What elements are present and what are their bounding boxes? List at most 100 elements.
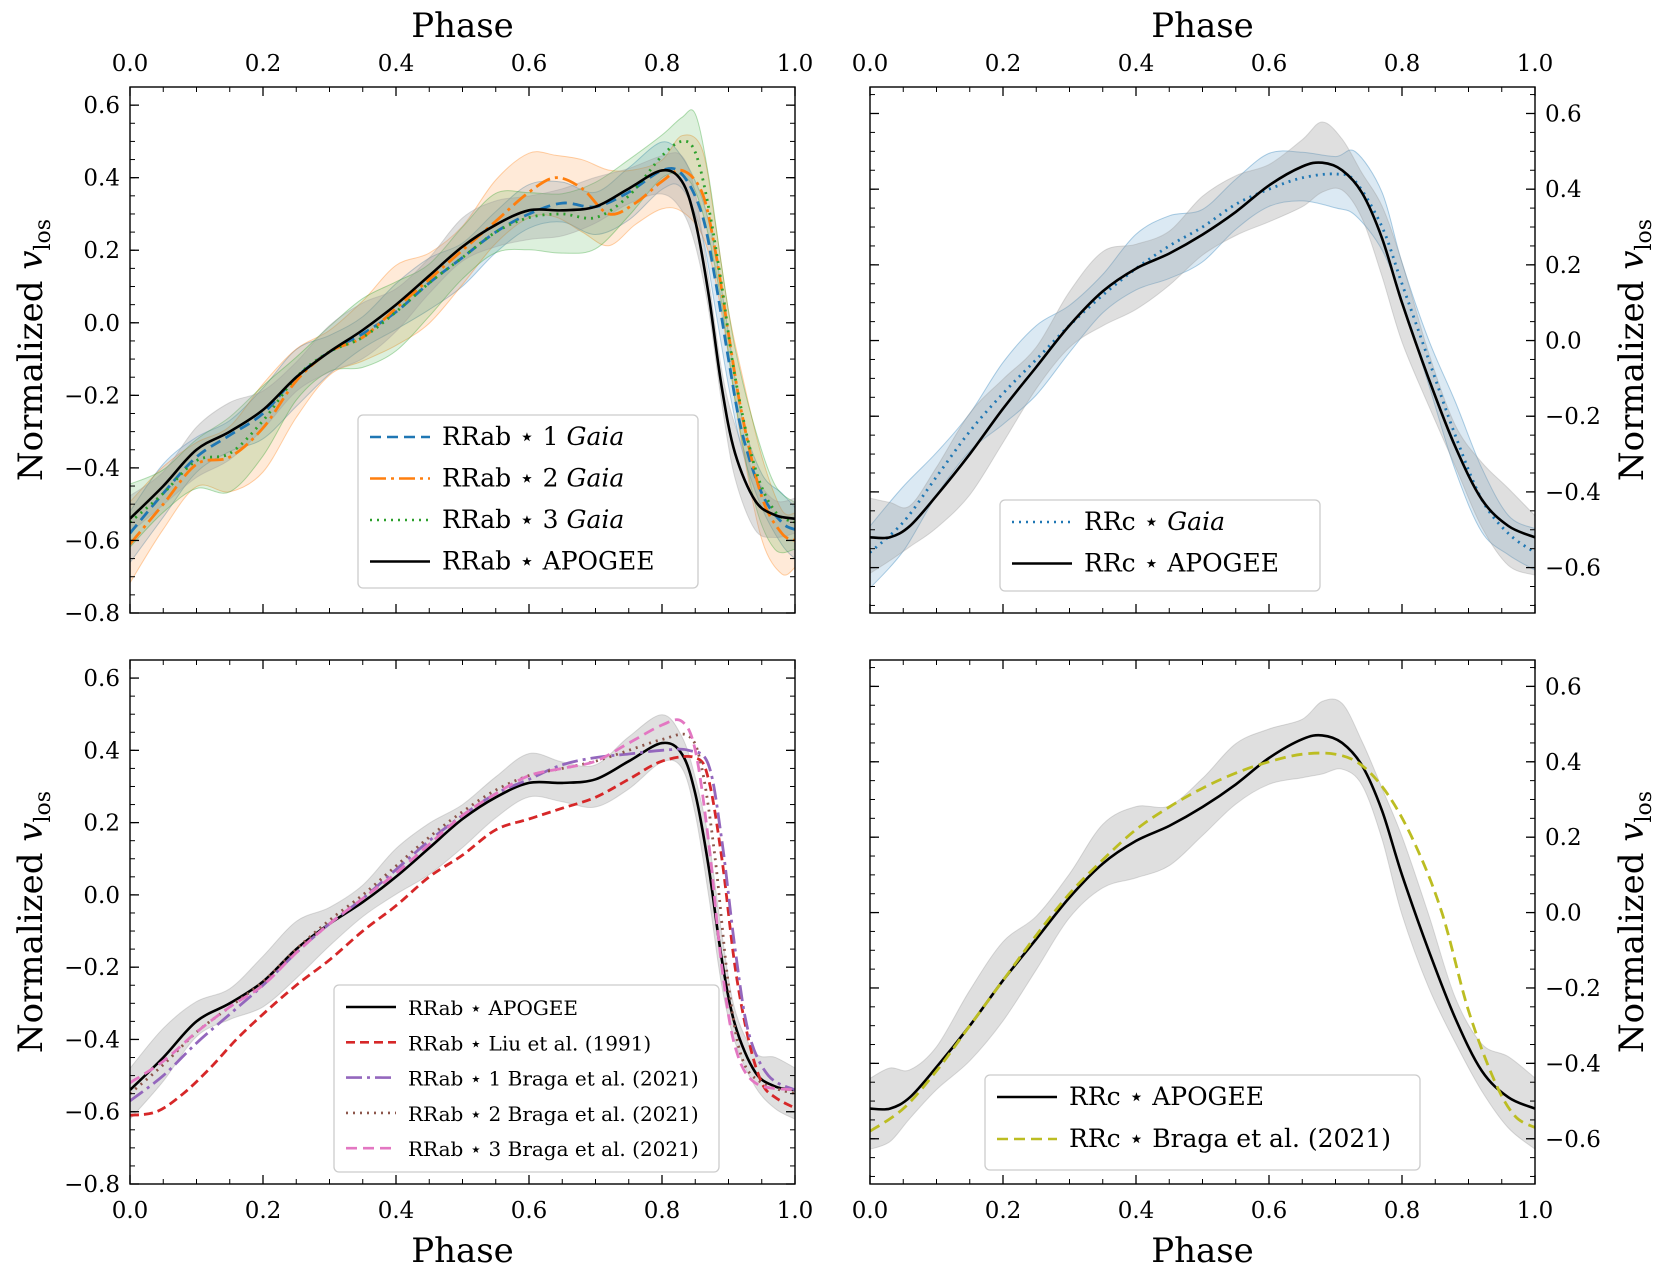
y-tick-label: −0.4 bbox=[64, 456, 120, 482]
ticks bbox=[129, 659, 796, 1185]
series-line-1 bbox=[130, 166, 795, 535]
x-axis-title: Phase bbox=[411, 6, 514, 46]
x-axis-title: Phase bbox=[1151, 1231, 1254, 1271]
x-axis-title: Phase bbox=[411, 1231, 514, 1271]
series-line-4 bbox=[130, 168, 795, 520]
legend: RRab ⋆ 1 Gaia RRab ⋆ 2 Gaia RRab ⋆ 3 Gaia R… bbox=[357, 414, 699, 589]
panel-top-right: 0.0 0.2 0.4 0.6 0.8 1.0 −0.6 −0.4 −0.2 0.0 0.2 0.4 0… bbox=[852, 6, 1657, 614]
legend: RRc ⋆ Gaia RRc ⋆ APOGEE bbox=[999, 499, 1321, 592]
y-tick-label: −0.6 bbox=[64, 528, 120, 554]
ticks bbox=[869, 660, 1536, 1184]
y-tick-label: 0.0 bbox=[1545, 901, 1582, 927]
series-line-1 bbox=[130, 741, 795, 1092]
x-tick-label: 0.0 bbox=[112, 51, 149, 77]
x-tick-label: 1.0 bbox=[1517, 1198, 1554, 1224]
legend-label: RRab ⋆ APOGEE bbox=[408, 996, 578, 1020]
legend: RRab ⋆ APOGEE RRab ⋆ Liu et al. (1991) RRa… bbox=[333, 984, 720, 1173]
series-line-2 bbox=[130, 754, 795, 1117]
y-axis-title: Normalized vlos bbox=[11, 791, 56, 1053]
y-tick-label: 0.2 bbox=[1545, 825, 1582, 851]
legend-label: RRab ⋆ Liu et al. (1991) bbox=[408, 1031, 651, 1055]
x-tick-label: 0.8 bbox=[644, 51, 681, 77]
y-tick-label: 0.6 bbox=[83, 93, 120, 119]
legend-box bbox=[999, 499, 1321, 592]
band-1 bbox=[130, 141, 795, 564]
series-line-2 bbox=[870, 161, 1535, 540]
y-tick-label: 0.2 bbox=[83, 811, 120, 837]
band-4 bbox=[130, 152, 795, 539]
legend-label: RRc ⋆ APOGEE bbox=[1069, 1082, 1264, 1111]
legend-label: RRab ⋆ 3 Gaia bbox=[442, 505, 624, 534]
x-axis-title: Phase bbox=[1151, 6, 1254, 46]
y-axis-title: Normalized vlos bbox=[1612, 791, 1657, 1053]
y-tick-label: 0.2 bbox=[1545, 253, 1582, 279]
panel-bottom-left: 0.0 0.2 0.4 0.6 0.8 1.0 −0.8 −0.6 −0.4 −0.2 0.0 0.2… bbox=[11, 659, 814, 1271]
y-tick-label: 0.4 bbox=[1545, 750, 1582, 776]
series-lines bbox=[130, 139, 795, 545]
legend-label: RRab ⋆ 3 Braga et al. (2021) bbox=[408, 1137, 699, 1161]
y-axis-title: Normalized vlos bbox=[1612, 219, 1657, 481]
legend-label: RRab ⋆ 2 Braga et al. (2021) bbox=[408, 1102, 699, 1126]
y-tick-label: 0.6 bbox=[1545, 674, 1582, 700]
legend-label: RRab ⋆ 1 Braga et al. (2021) bbox=[408, 1067, 699, 1091]
series-line-1 bbox=[870, 172, 1535, 554]
series-lines bbox=[870, 161, 1535, 554]
legend-label: RRab ⋆ 2 Gaia bbox=[442, 464, 624, 493]
y-tick-label: −0.6 bbox=[1545, 1127, 1601, 1153]
y-tick-label: −0.6 bbox=[1545, 556, 1601, 582]
x-tick-label: 0.0 bbox=[112, 1198, 149, 1224]
series-line-5 bbox=[130, 718, 795, 1092]
legend-label: RRab ⋆ 1 Gaia bbox=[442, 422, 624, 451]
y-tick-label: 0.0 bbox=[83, 883, 120, 909]
series-lines bbox=[130, 718, 795, 1117]
y-tick-label: −0.2 bbox=[1545, 404, 1601, 430]
y-tick-label: 0.6 bbox=[1545, 101, 1582, 127]
y-tick-label: −0.4 bbox=[1545, 1051, 1601, 1077]
x-tick-label: 0.2 bbox=[985, 51, 1022, 77]
y-tick-label: −0.2 bbox=[1545, 976, 1601, 1002]
x-tick-label: 0.6 bbox=[1251, 1198, 1288, 1224]
x-tick-label: 0.2 bbox=[245, 1198, 282, 1224]
y-tick-label: −0.4 bbox=[1545, 480, 1601, 506]
x-tick-label: 0.4 bbox=[1118, 1198, 1155, 1224]
y-tick-label: −0.2 bbox=[64, 955, 120, 981]
series-line-2 bbox=[130, 168, 795, 545]
x-tick-label: 0.8 bbox=[1384, 51, 1421, 77]
series-line-2 bbox=[870, 751, 1535, 1133]
y-tick-label: 0.4 bbox=[83, 166, 120, 192]
y-tick-label: −0.4 bbox=[64, 1027, 120, 1053]
x-tick-label: 0.4 bbox=[378, 51, 415, 77]
y-tick-label: 0.0 bbox=[83, 311, 120, 337]
x-tick-label: 0.6 bbox=[1251, 51, 1288, 77]
y-tick-label: −0.6 bbox=[64, 1100, 120, 1126]
legend-label: RRc ⋆ APOGEE bbox=[1084, 549, 1279, 578]
x-tick-label: 1.0 bbox=[777, 1198, 814, 1224]
legend-label: RRab ⋆ APOGEE bbox=[442, 547, 655, 576]
y-tick-label: 0.4 bbox=[1545, 177, 1582, 203]
x-tick-label: 0.8 bbox=[1384, 1198, 1421, 1224]
legend-box bbox=[333, 984, 720, 1173]
x-tick-label: 0.8 bbox=[644, 1198, 681, 1224]
x-tick-label: 0.0 bbox=[852, 1198, 889, 1224]
x-tick-label: 1.0 bbox=[1517, 51, 1554, 77]
panel-bottom-right: 0.0 0.2 0.4 0.6 0.8 1.0 −0.6 −0.4 −0.2 0.0 0.2 0.4 0… bbox=[852, 659, 1657, 1271]
x-tick-label: 0.4 bbox=[378, 1198, 415, 1224]
y-axis-title: Normalized vlos bbox=[11, 219, 56, 481]
y-tick-label: −0.2 bbox=[64, 383, 120, 409]
legend-label: RRc ⋆ Gaia bbox=[1084, 507, 1225, 536]
x-tick-label: 0.6 bbox=[511, 51, 548, 77]
x-tick-label: 1.0 bbox=[777, 51, 814, 77]
x-tick-label: 0.6 bbox=[511, 1198, 548, 1224]
y-tick-label: 0.0 bbox=[1545, 329, 1582, 355]
x-tick-label: 0.2 bbox=[985, 1198, 1022, 1224]
legend-label: RRc ⋆ Braga et al. (2021) bbox=[1069, 1124, 1391, 1153]
y-tick-label: 0.6 bbox=[83, 666, 120, 692]
y-tick-label: −0.8 bbox=[64, 1172, 120, 1198]
panel-top-left: 0.0 0.2 0.4 0.6 0.8 1.0 −0.8 −0.6 −0.4 −0.2 0.0 0.2… bbox=[11, 6, 813, 627]
legend-box bbox=[357, 414, 699, 589]
x-tick-label: 0.0 bbox=[852, 51, 889, 77]
y-tick-label: −0.8 bbox=[64, 601, 120, 627]
legend: RRc ⋆ APOGEE RRc ⋆ Braga et al. (2021) bbox=[984, 1074, 1421, 1171]
x-tick-label: 0.2 bbox=[245, 51, 282, 77]
